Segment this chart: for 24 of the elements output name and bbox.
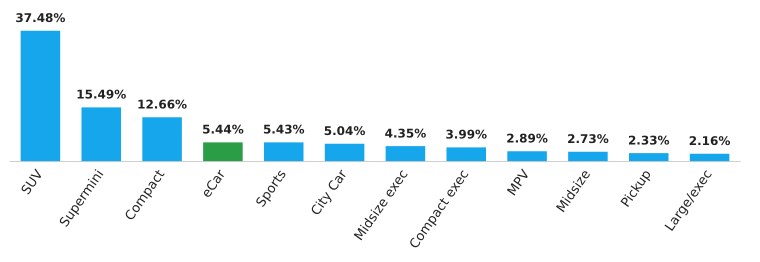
data-label: 3.99% — [445, 128, 488, 142]
data-label: 5.04% — [324, 124, 366, 138]
data-label: 2.73% — [567, 132, 609, 146]
bar — [142, 117, 182, 162]
data-label: 12.66% — [137, 97, 188, 112]
bar — [324, 144, 364, 162]
bar — [386, 146, 426, 162]
data-label: 5.43% — [262, 122, 305, 136]
bar — [628, 153, 669, 162]
bar — [507, 151, 547, 162]
data-label: 37.48% — [15, 10, 66, 25]
bar — [568, 152, 608, 162]
data-label: 2.33% — [628, 133, 670, 148]
bar — [203, 142, 243, 162]
data-label: 15.49% — [76, 87, 126, 102]
bar — [81, 107, 122, 162]
data-label: 4.35% — [384, 126, 426, 140]
data-label: 2.89% — [506, 131, 548, 146]
bar — [690, 154, 730, 162]
bar — [264, 142, 304, 162]
data-label: 5.44% — [202, 122, 244, 136]
bar — [446, 147, 486, 162]
bar — [20, 30, 60, 162]
data-label: 2.16% — [688, 134, 730, 148]
